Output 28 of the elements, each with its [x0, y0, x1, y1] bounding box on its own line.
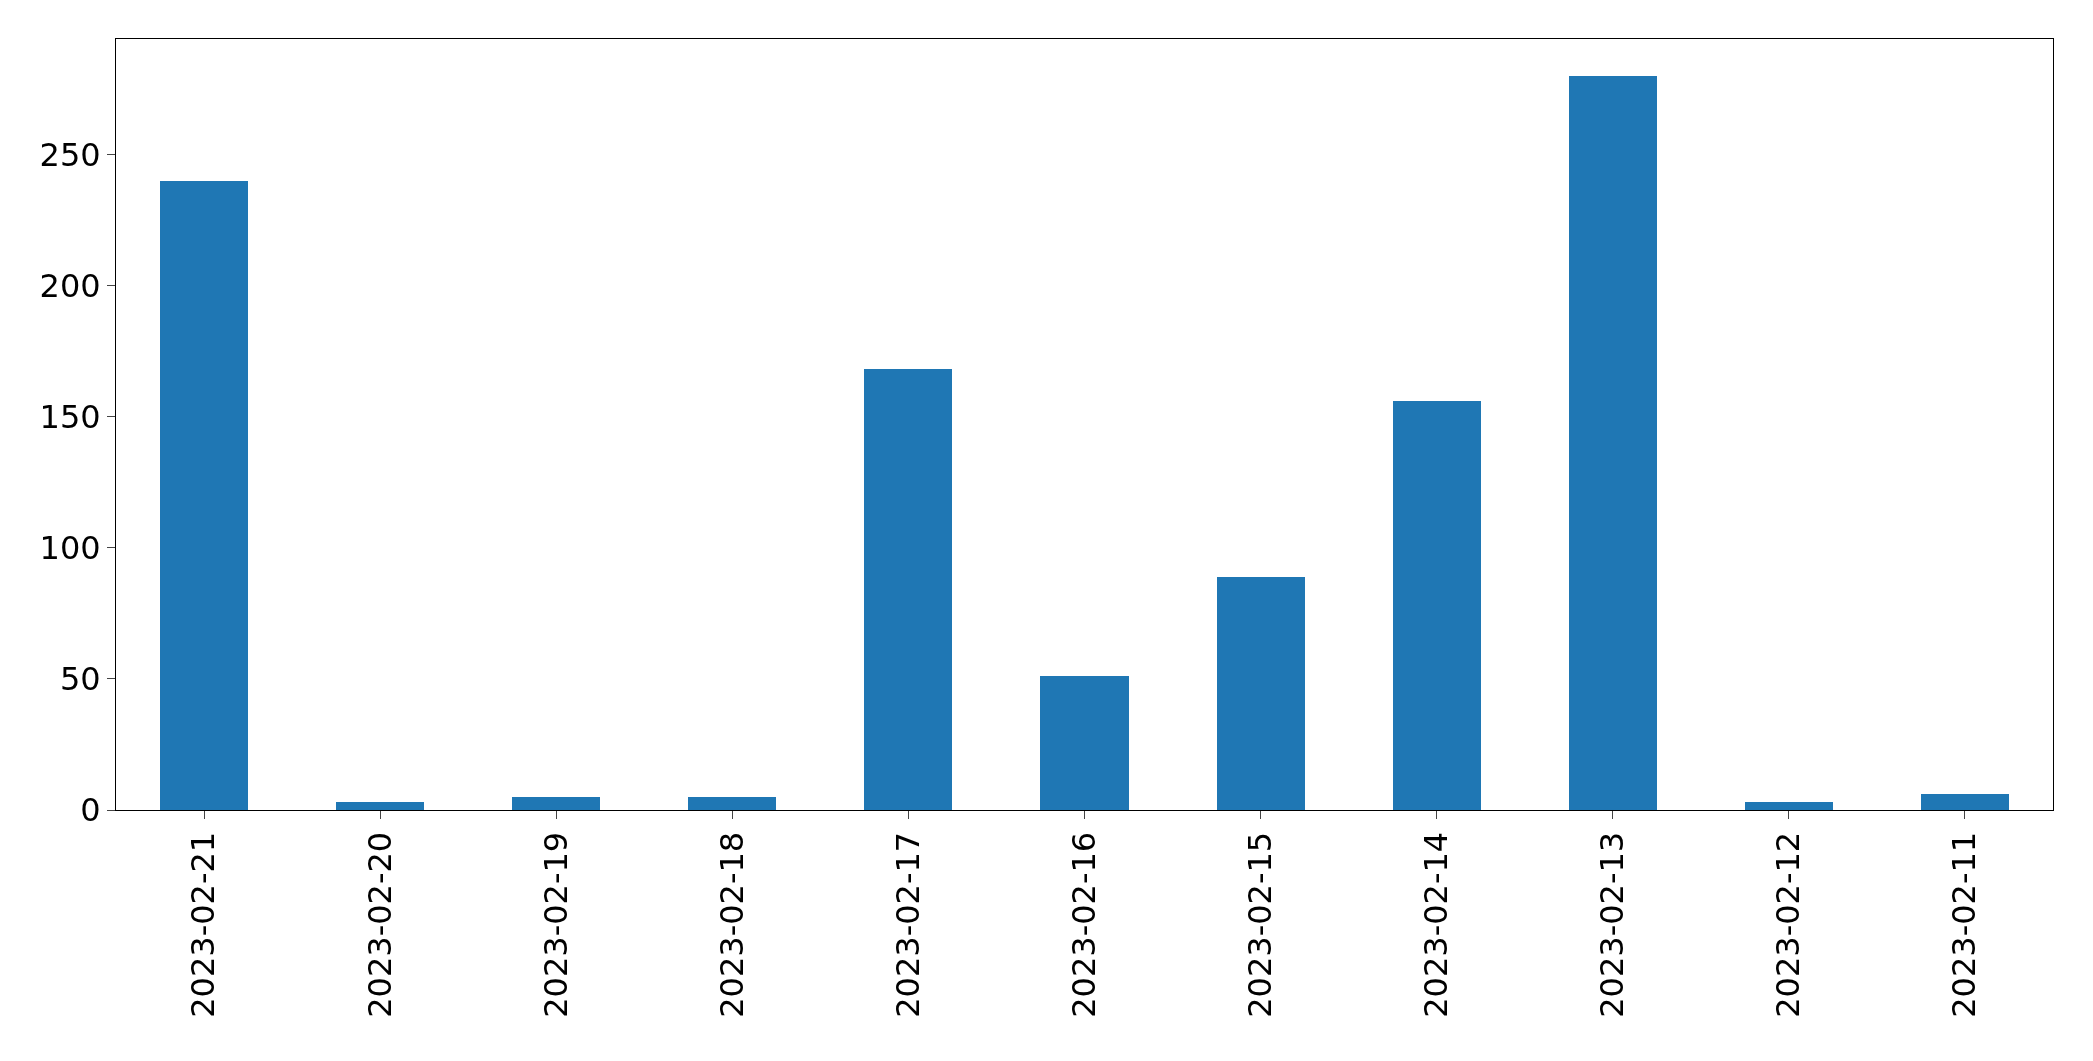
x-tick-label: 2023-02-20 [360, 831, 399, 1018]
bar [336, 802, 424, 810]
bar [1569, 76, 1657, 810]
y-tick-label: 100 [39, 528, 101, 567]
x-tick-label: 2023-02-13 [1593, 831, 1632, 1018]
x-tick-label: 2023-02-11 [1945, 831, 1984, 1018]
y-tick-label: 0 [80, 791, 101, 830]
bar [688, 797, 776, 810]
x-tick-label: 2023-02-21 [184, 831, 223, 1018]
x-tick-label: 2023-02-16 [1064, 831, 1103, 1018]
bar [864, 369, 952, 810]
y-tick-label: 150 [39, 397, 101, 436]
y-tick-label: 200 [39, 266, 101, 305]
y-tick-label: 250 [39, 135, 101, 174]
bar [1745, 802, 1833, 810]
x-tick-label: 2023-02-12 [1769, 831, 1808, 1018]
y-tick-label: 50 [59, 660, 101, 699]
bar [1217, 577, 1305, 810]
x-tick-label: 2023-02-18 [712, 831, 751, 1018]
bar [1921, 794, 2009, 810]
x-tick-label: 2023-02-15 [1240, 831, 1279, 1018]
x-tick-label: 2023-02-14 [1417, 831, 1456, 1018]
bar [1040, 676, 1129, 810]
x-tick-label: 2023-02-19 [536, 831, 575, 1018]
x-tick-label: 2023-02-17 [888, 831, 927, 1018]
bar [512, 797, 600, 810]
bar [160, 181, 248, 810]
bar [1393, 401, 1481, 810]
